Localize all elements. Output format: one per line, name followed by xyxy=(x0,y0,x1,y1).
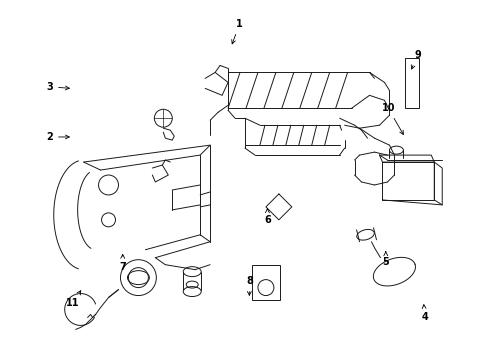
Text: 10: 10 xyxy=(381,103,403,135)
Text: 3: 3 xyxy=(46,82,69,92)
Text: 6: 6 xyxy=(264,209,270,225)
Text: 9: 9 xyxy=(410,50,420,69)
Text: 2: 2 xyxy=(46,132,69,142)
Text: 8: 8 xyxy=(245,276,252,295)
Text: 4: 4 xyxy=(421,305,427,322)
Text: 1: 1 xyxy=(231,19,243,44)
Text: 5: 5 xyxy=(382,252,388,267)
Text: 7: 7 xyxy=(119,255,126,272)
Text: 11: 11 xyxy=(66,291,81,308)
